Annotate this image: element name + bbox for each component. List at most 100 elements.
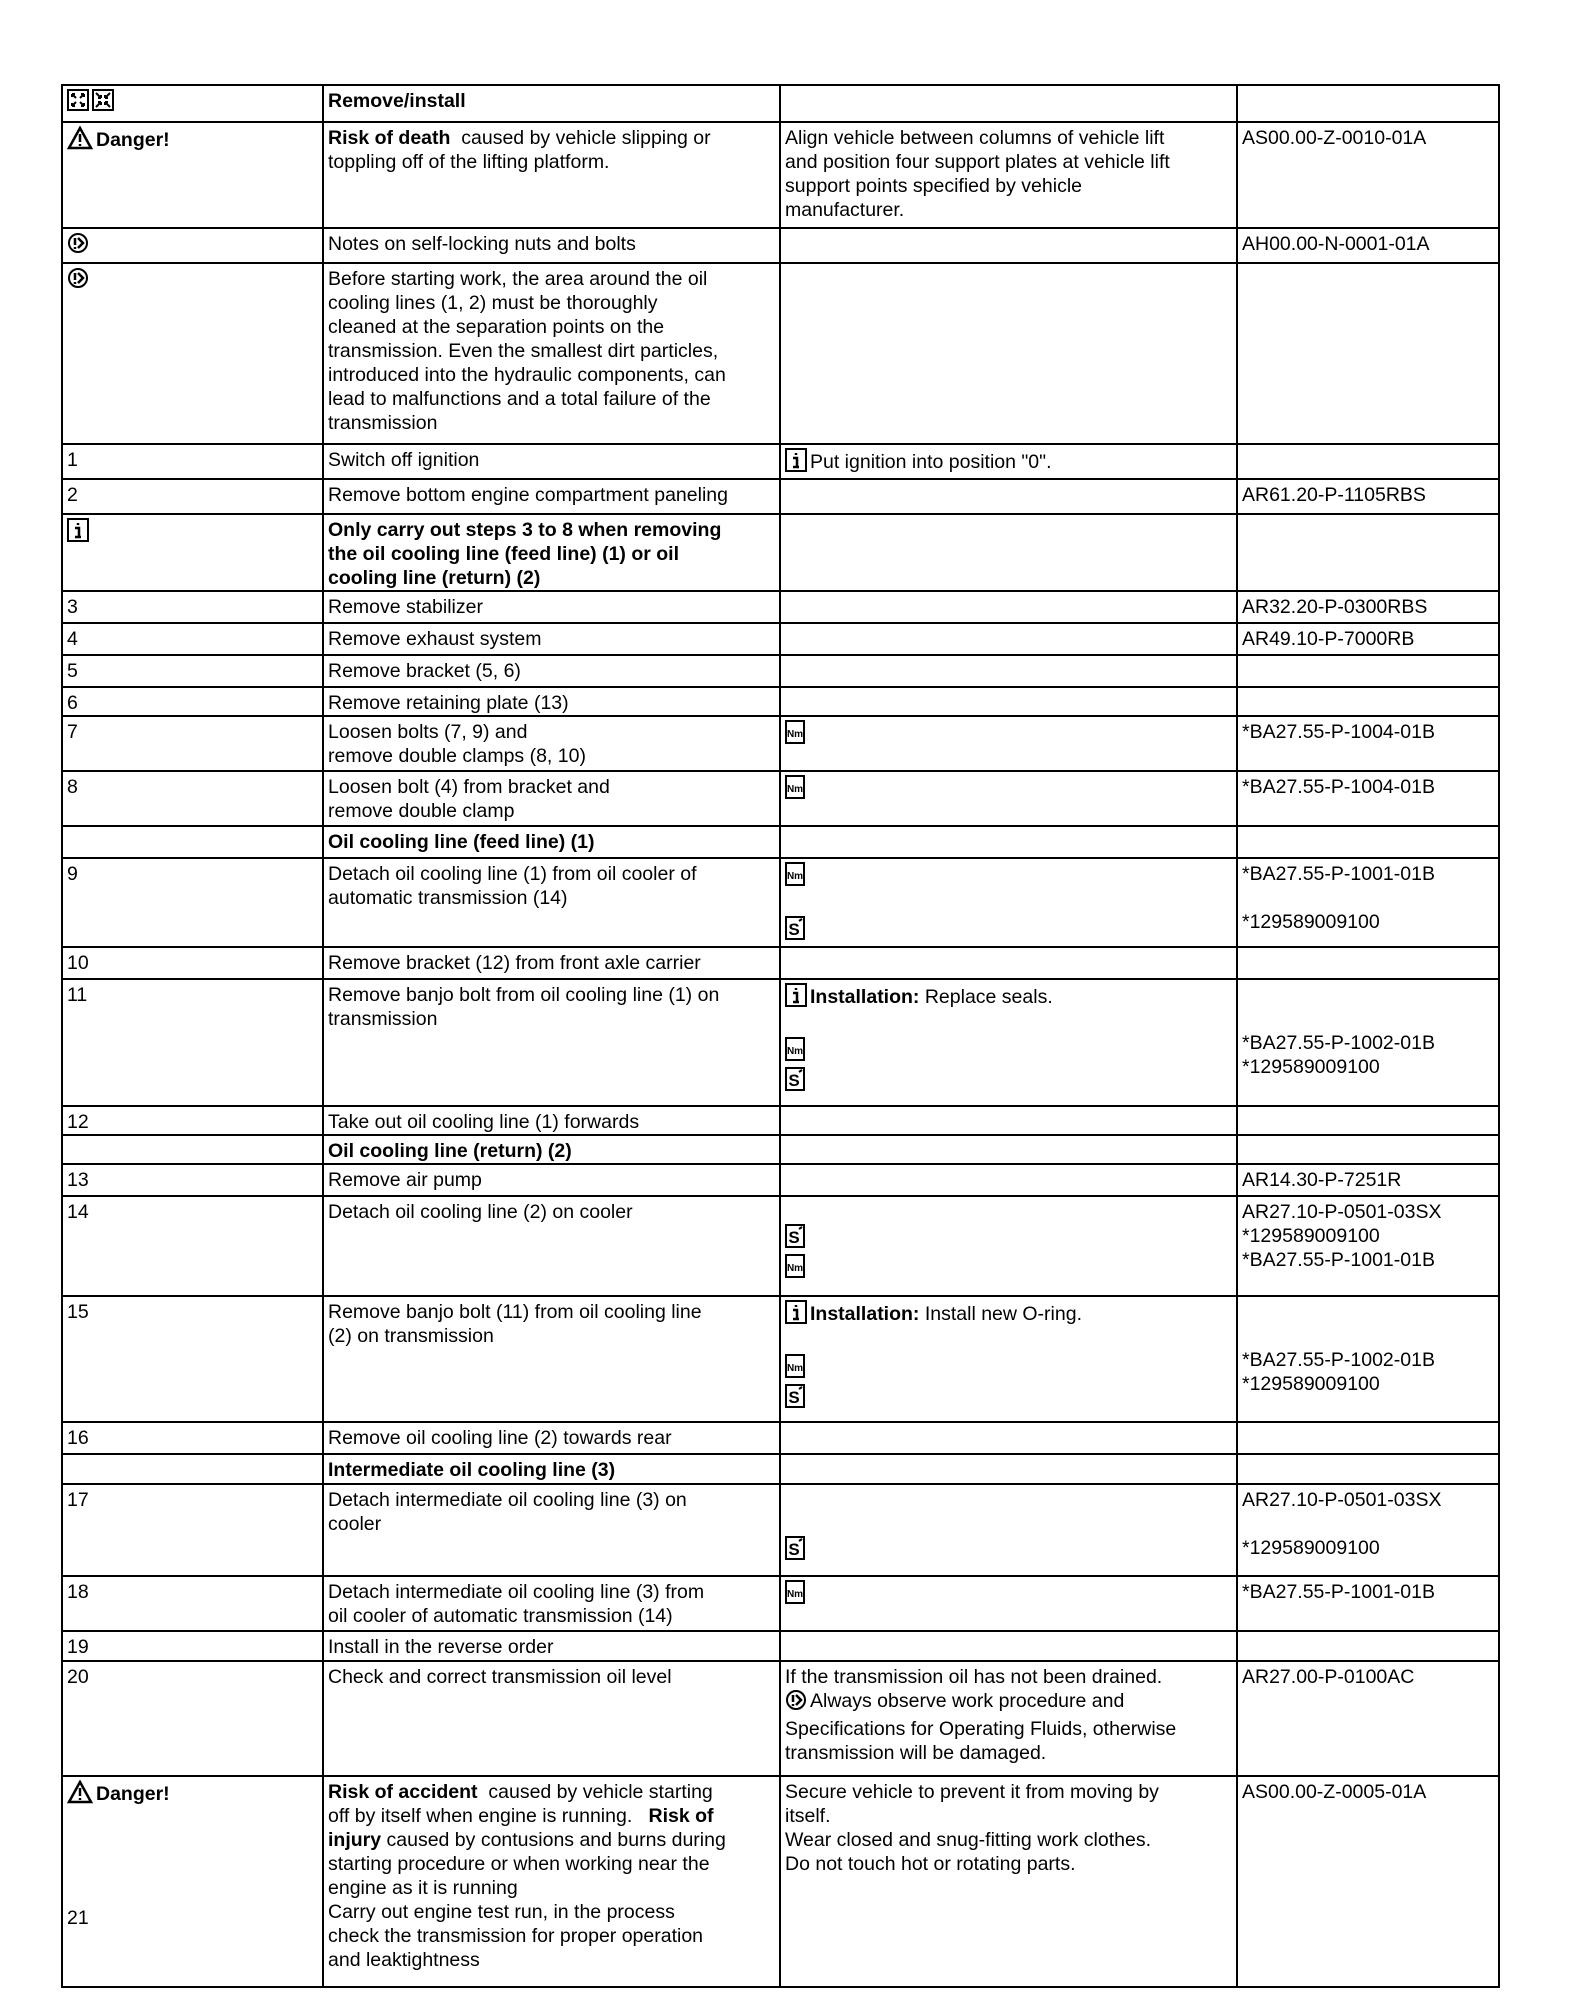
- cell-line: 19: [67, 1635, 318, 1659]
- cell-line: Nm: [785, 775, 1232, 805]
- cell-text: 1: [67, 449, 78, 471]
- cell-text: Check and correct transmission oil level: [328, 1666, 672, 1688]
- cell-text: 3: [67, 596, 78, 618]
- note-cell: Installation: Install new O-ring. Nm S: [779, 1295, 1238, 1423]
- step-cell: 18: [61, 1575, 324, 1632]
- note-icon: [67, 232, 89, 260]
- svg-text:Nm: Nm: [787, 1363, 803, 1374]
- cell-text: Loosen bolts (7, 9) and: [328, 721, 528, 743]
- reference-cell: AS00.00-Z-0005-01A: [1236, 1775, 1500, 1988]
- step-cell: Danger!: [61, 121, 324, 229]
- cell-line: 16: [67, 1426, 318, 1450]
- cell-text: AR49.10-P-7000RB: [1242, 628, 1415, 650]
- svg-text:Nm: Nm: [787, 871, 803, 882]
- step-cell: 17: [61, 1483, 324, 1577]
- note-icon: [785, 1689, 807, 1717]
- step-cell: 3: [61, 590, 324, 624]
- cell-text: 14: [67, 1201, 89, 1223]
- step-cell: 4: [61, 622, 324, 656]
- cell-line: toppling off of the lifting platform.: [328, 150, 775, 174]
- cell-text: and position four support plates at vehi…: [785, 151, 1170, 173]
- svg-text:S: S: [788, 1540, 799, 1559]
- note-cell: [779, 1163, 1238, 1197]
- torque-icon: Nm: [785, 1354, 805, 1384]
- cell-text: itself.: [785, 1805, 831, 1827]
- reference-cell: [1236, 825, 1500, 859]
- note-cell: [779, 513, 1238, 592]
- cell-line: [67, 232, 318, 260]
- cell-text: Detach intermediate oil cooling line (3)…: [328, 1581, 705, 1603]
- note-cell: [779, 654, 1238, 688]
- bold-text: Danger!: [96, 1783, 170, 1805]
- cell-text: 15: [67, 1301, 89, 1323]
- reference-cell: [1236, 262, 1500, 445]
- cell-text: remove double clamp: [328, 800, 515, 822]
- cell-text: AR27.10-P-0501-03SX: [1242, 1201, 1442, 1223]
- cell-text: Remove stabilizer: [328, 596, 483, 618]
- cell-line: transmission will be damaged.: [785, 1741, 1232, 1765]
- cell-line: the oil cooling line (feed line) (1) or …: [328, 542, 775, 566]
- install-icon: [92, 89, 114, 117]
- reference-cell: [1236, 1105, 1500, 1136]
- note-cell: S: [779, 1483, 1238, 1577]
- cell-line: Install in the reverse order: [328, 1635, 775, 1659]
- reference-cell: [1236, 946, 1500, 980]
- reference-cell: AR27.10-P-0501-03SX *129589009100 *BA27.55…: [1236, 1195, 1500, 1297]
- cell-line: Remove bottom engine compartment panelin…: [328, 483, 775, 507]
- cell-text: AR27.00-P-0100AC: [1242, 1666, 1415, 1688]
- cell-line: Remove stabilizer: [328, 595, 775, 619]
- table-row: 7 Loosen bolts (7, 9) and remove double cl…: [61, 715, 1500, 772]
- bold-text: Risk of death: [328, 127, 451, 149]
- table-row: 17 Detach intermediate oil cooling line (…: [61, 1483, 1500, 1577]
- cell-line: transmission: [328, 411, 775, 435]
- info-icon: [67, 518, 89, 548]
- cell-line: [67, 1810, 318, 1834]
- cell-line: Remove oil cooling line (2) towards rear: [328, 1426, 775, 1450]
- note-cell: Nm: [779, 715, 1238, 772]
- cell-line: Danger!: [66, 125, 318, 156]
- cell-line: 20: [67, 1665, 318, 1689]
- step-cell: 16: [61, 1421, 324, 1455]
- step-cell: 20: [61, 1660, 324, 1777]
- cell-text: *BA27.55-P-1001-01B: [1242, 1581, 1435, 1603]
- cell-line: Intermediate oil cooling line (3): [328, 1458, 775, 1482]
- instruction-cell: Detach oil cooling line (1) from oil coo…: [322, 857, 781, 948]
- svg-text:S: S: [788, 1071, 799, 1090]
- cell-line: Detach intermediate oil cooling line (3)…: [328, 1488, 775, 1512]
- svg-text:Nm: Nm: [787, 1589, 803, 1600]
- cell-text: Remove bracket (5, 6): [328, 660, 521, 682]
- cell-text: Remove air pump: [328, 1169, 482, 1191]
- cell-line: remove double clamps (8, 10): [328, 744, 775, 768]
- cell-line: cooling lines (1, 2) must be thoroughly: [328, 291, 775, 315]
- cell-line: *BA27.55-P-1002-01B: [1242, 1031, 1494, 1055]
- cell-line: cleaned at the separation points on the: [328, 315, 775, 339]
- table-row: 16 Remove oil cooling line (2) towards re…: [61, 1421, 1500, 1455]
- cell-line: Wear closed and snug-fitting work clothe…: [785, 1828, 1232, 1852]
- instruction-cell: Loosen bolts (7, 9) and remove double cla…: [322, 715, 781, 772]
- step-cell: 8: [61, 770, 324, 827]
- reference-cell: [1236, 1134, 1500, 1165]
- instruction-cell: Loosen bolt (4) from bracket and remove d…: [322, 770, 781, 827]
- reference-cell: AR14.30-P-7251R: [1236, 1163, 1500, 1197]
- note-cell: [779, 1453, 1238, 1485]
- cell-text: oil cooler of automatic transmission (14…: [328, 1605, 673, 1627]
- reference-cell: *BA27.55-P-1004-01B: [1236, 715, 1500, 772]
- cell-text: caused by vehicle starting: [477, 1781, 713, 1803]
- torque-icon: Nm: [785, 1037, 805, 1067]
- instruction-cell: Detach intermediate oil cooling line (3)…: [322, 1575, 781, 1632]
- cell-text: off by itself when engine is running.: [328, 1805, 649, 1827]
- cell-line: 9: [67, 862, 318, 886]
- cell-line: [1242, 1324, 1494, 1348]
- note-cell: If the transmission oil has not been dra…: [779, 1660, 1238, 1777]
- torque-icon: Nm: [785, 1580, 805, 1610]
- svg-text:S: S: [788, 920, 799, 939]
- note-cell: Installation: Replace seals. Nm S: [779, 978, 1238, 1107]
- table-row: Danger! Risk of death caused by vehicle s…: [61, 121, 1500, 229]
- step-cell: 5: [61, 654, 324, 688]
- cell-line: cooling line (return) (2): [328, 566, 775, 589]
- cell-text: Remove bracket (12) from front axle carr…: [328, 952, 701, 974]
- torque-icon: Nm: [785, 1254, 805, 1284]
- table-row: Danger! 21 Risk of accident caused by vehi…: [61, 1775, 1500, 1988]
- table-row: Remove/install: [61, 84, 1500, 123]
- cell-line: Oil cooling line (feed line) (1): [328, 830, 775, 854]
